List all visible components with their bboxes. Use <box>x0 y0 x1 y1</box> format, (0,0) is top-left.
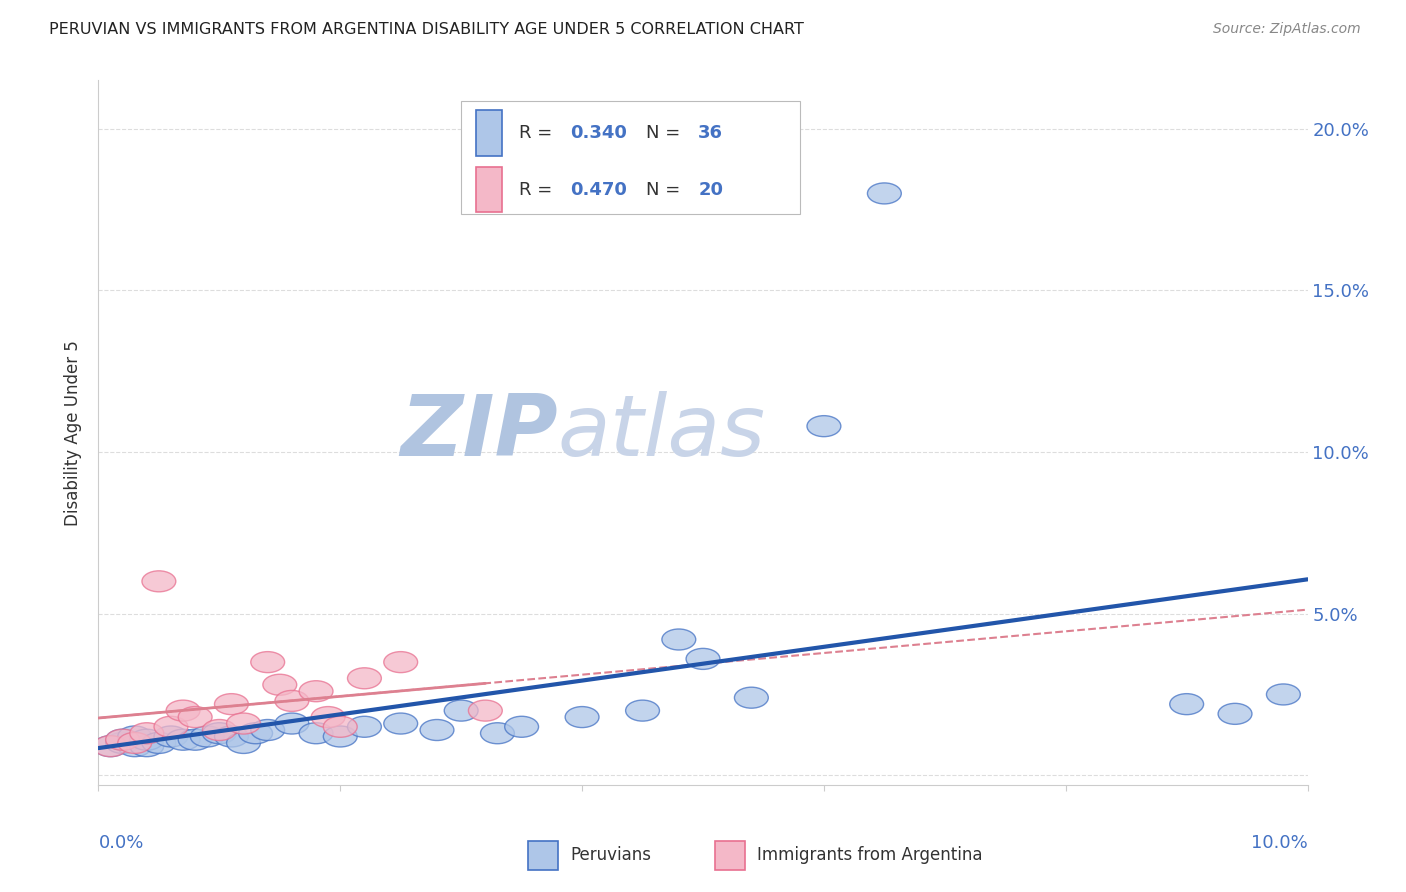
Ellipse shape <box>1170 694 1204 714</box>
Ellipse shape <box>468 700 502 721</box>
Ellipse shape <box>215 694 249 714</box>
Ellipse shape <box>626 700 659 721</box>
Text: 0.0%: 0.0% <box>98 834 143 852</box>
FancyBboxPatch shape <box>461 102 800 214</box>
Ellipse shape <box>1218 703 1251 724</box>
Y-axis label: Disability Age Under 5: Disability Age Under 5 <box>65 340 83 525</box>
Ellipse shape <box>190 726 224 747</box>
Text: 0.340: 0.340 <box>569 124 627 142</box>
Ellipse shape <box>226 732 260 754</box>
Ellipse shape <box>505 716 538 738</box>
Ellipse shape <box>299 681 333 702</box>
Ellipse shape <box>155 726 188 747</box>
Ellipse shape <box>166 729 200 750</box>
Ellipse shape <box>179 706 212 728</box>
Ellipse shape <box>105 729 139 750</box>
Ellipse shape <box>276 713 309 734</box>
Ellipse shape <box>215 726 249 747</box>
Ellipse shape <box>868 183 901 204</box>
Ellipse shape <box>347 668 381 689</box>
Ellipse shape <box>323 716 357 738</box>
FancyBboxPatch shape <box>475 111 502 156</box>
Ellipse shape <box>226 713 260 734</box>
Text: R =: R = <box>519 124 558 142</box>
Text: Peruvians: Peruvians <box>569 847 651 864</box>
Ellipse shape <box>129 729 163 750</box>
Ellipse shape <box>129 723 163 744</box>
Text: 36: 36 <box>699 124 723 142</box>
Text: PERUVIAN VS IMMIGRANTS FROM ARGENTINA DISABILITY AGE UNDER 5 CORRELATION CHART: PERUVIAN VS IMMIGRANTS FROM ARGENTINA DI… <box>49 22 804 37</box>
Text: 0.470: 0.470 <box>569 180 627 199</box>
Ellipse shape <box>276 690 309 712</box>
FancyBboxPatch shape <box>475 167 502 212</box>
Ellipse shape <box>105 729 139 750</box>
FancyBboxPatch shape <box>716 841 745 870</box>
Ellipse shape <box>94 736 128 756</box>
Ellipse shape <box>481 723 515 744</box>
Ellipse shape <box>239 723 273 744</box>
Ellipse shape <box>202 720 236 740</box>
Ellipse shape <box>155 716 188 738</box>
Ellipse shape <box>807 416 841 437</box>
Ellipse shape <box>94 736 128 756</box>
Ellipse shape <box>142 732 176 754</box>
Ellipse shape <box>118 732 152 754</box>
Ellipse shape <box>384 652 418 673</box>
Ellipse shape <box>1267 684 1301 705</box>
Ellipse shape <box>166 700 200 721</box>
Ellipse shape <box>202 723 236 744</box>
Ellipse shape <box>129 736 163 756</box>
Text: N =: N = <box>647 124 686 142</box>
Text: Immigrants from Argentina: Immigrants from Argentina <box>758 847 983 864</box>
FancyBboxPatch shape <box>527 841 558 870</box>
Ellipse shape <box>118 726 152 747</box>
Ellipse shape <box>323 726 357 747</box>
Ellipse shape <box>311 706 344 728</box>
Text: Source: ZipAtlas.com: Source: ZipAtlas.com <box>1213 22 1361 37</box>
Text: N =: N = <box>647 180 686 199</box>
Text: 10.0%: 10.0% <box>1251 834 1308 852</box>
Ellipse shape <box>263 674 297 695</box>
Ellipse shape <box>662 629 696 650</box>
Ellipse shape <box>420 720 454 740</box>
Text: atlas: atlas <box>558 391 766 475</box>
Ellipse shape <box>179 729 212 750</box>
Ellipse shape <box>444 700 478 721</box>
Ellipse shape <box>250 720 284 740</box>
Ellipse shape <box>299 723 333 744</box>
Ellipse shape <box>734 687 768 708</box>
Text: 20: 20 <box>699 180 723 199</box>
Ellipse shape <box>118 736 152 756</box>
Ellipse shape <box>565 706 599 728</box>
Text: R =: R = <box>519 180 558 199</box>
Text: ZIP: ZIP <box>401 391 558 475</box>
Ellipse shape <box>686 648 720 669</box>
Ellipse shape <box>105 732 139 754</box>
Ellipse shape <box>250 652 284 673</box>
Ellipse shape <box>384 713 418 734</box>
Ellipse shape <box>142 571 176 591</box>
Ellipse shape <box>347 716 381 738</box>
